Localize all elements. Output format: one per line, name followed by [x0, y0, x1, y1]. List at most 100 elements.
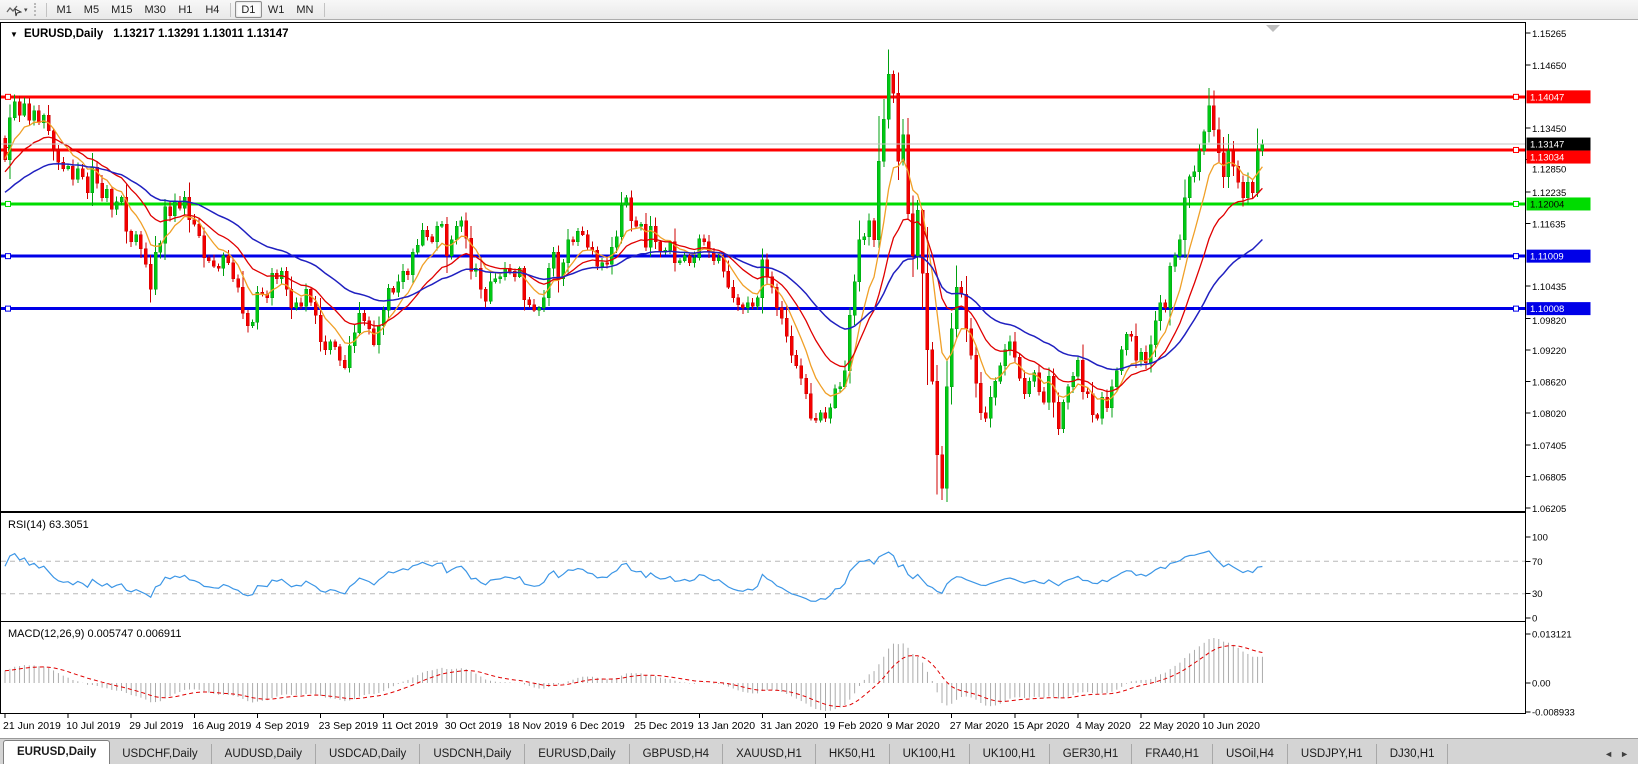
chart-dropdown-icon[interactable]: ▼ — [10, 30, 18, 39]
macd-label: MACD(12,26,9) 0.005747 0.006911 — [8, 628, 181, 640]
svg-text:1.11635: 1.11635 — [1532, 219, 1566, 230]
svg-text:1.13147: 1.13147 — [1530, 140, 1564, 151]
symbol-tab-uk100-h1[interactable]: UK100,H1 — [970, 744, 1050, 764]
svg-text:27 Mar 2020: 27 Mar 2020 — [950, 720, 1009, 732]
candles-layer — [3, 49, 1265, 502]
timeframe-button-m15[interactable]: M15 — [111, 4, 133, 16]
symbol-tab-audusd-daily[interactable]: AUDUSD,Daily — [212, 744, 316, 764]
symbol-tab-usdchf-daily[interactable]: USDCHF,Daily — [109, 744, 212, 764]
svg-text:4 May 2020: 4 May 2020 — [1076, 720, 1131, 732]
timeframe-button-mn[interactable]: MN — [296, 4, 314, 16]
svg-text:13 Jan 2020: 13 Jan 2020 — [697, 720, 755, 732]
timeframe-button-h1[interactable]: H1 — [178, 4, 193, 16]
timeframe-toolbar: ▾ M1 M5 M15 M30 H1 H4 D1 W1 MN — [0, 0, 1638, 20]
chart-tools-icon[interactable] — [4, 2, 24, 18]
timeframe-button-m30[interactable]: M30 — [144, 4, 166, 16]
symbol-tab-usdcnh-daily[interactable]: USDCNH,Daily — [420, 744, 526, 764]
svg-text:30 Oct 2019: 30 Oct 2019 — [445, 720, 502, 732]
svg-text:31 Jan 2020: 31 Jan 2020 — [760, 720, 818, 732]
svg-text:1.13034: 1.13034 — [1530, 153, 1564, 164]
rsi-label: RSI(14) 63.3051 — [8, 519, 89, 531]
symbol-tab-eurusd-daily[interactable]: EURUSD,Daily — [525, 744, 630, 764]
svg-text:0: 0 — [1532, 614, 1537, 625]
svg-text:1.13450: 1.13450 — [1532, 124, 1566, 135]
svg-text:11 Oct 2019: 11 Oct 2019 — [382, 720, 439, 732]
timeframe-button-h4[interactable]: H4 — [205, 4, 220, 16]
svg-text:1.09220: 1.09220 — [1532, 346, 1566, 357]
symbol-tab-eurusd-daily[interactable]: EURUSD,Daily — [3, 740, 111, 764]
svg-text:4 Sep 2019: 4 Sep 2019 — [255, 720, 309, 732]
svg-text:22 May 2020: 22 May 2020 — [1139, 720, 1200, 732]
svg-text:15 Apr 2020: 15 Apr 2020 — [1013, 720, 1070, 732]
svg-text:10 Jul 2019: 10 Jul 2019 — [66, 720, 120, 732]
toolbar-divider — [45, 2, 47, 17]
svg-text:1.06805: 1.06805 — [1532, 473, 1566, 484]
symbol-tabbar: EURUSD,Daily USDCHF,Daily AUDUSD,Daily USDC… — [0, 738, 1638, 764]
symbol-tab-usoil-h4[interactable]: USOil,H4 — [1213, 744, 1288, 764]
chart-title-ohlc: 1.13217 1.13291 1.13011 1.13147 — [113, 28, 288, 40]
macd-layer — [4, 638, 1263, 711]
svg-text:1.06205: 1.06205 — [1532, 504, 1566, 515]
price-tags: 1.14047 1.13147 1.13034 1.12004 1.11009 1.100… — [1526, 90, 1591, 316]
svg-text:0.00: 0.00 — [1532, 679, 1551, 690]
tab-scroll-right-icon[interactable]: ► — [1620, 749, 1629, 759]
svg-text:16 Aug 2019: 16 Aug 2019 — [192, 720, 251, 732]
svg-text:-0.008933: -0.008933 — [1532, 708, 1575, 719]
svg-text:1.11009: 1.11009 — [1530, 252, 1564, 263]
date-axis[interactable]: 21 Jun 2019 10 Jul 2019 29 Jul 2019 16 Aug … — [3, 714, 1260, 732]
symbol-tab-gbpusd-h4[interactable]: GBPUSD,H4 — [630, 744, 724, 764]
svg-text:1.15265: 1.15265 — [1532, 29, 1566, 40]
symbol-tab-dj30-h1[interactable]: DJ30,H1 — [1377, 744, 1449, 764]
svg-text:25 Dec 2019: 25 Dec 2019 — [634, 720, 694, 732]
rsi-layer — [1, 550, 1525, 602]
chart-shift-marker-icon[interactable] — [1266, 25, 1280, 32]
symbol-tabs: EURUSD,Daily USDCHF,Daily AUDUSD,Daily USDC… — [0, 739, 1598, 764]
symbol-tab-ger30-h1[interactable]: GER30,H1 — [1050, 744, 1133, 764]
svg-text:1.10008: 1.10008 — [1530, 304, 1564, 315]
svg-text:1.07405: 1.07405 — [1532, 441, 1566, 452]
svg-text:19 Feb 2020: 19 Feb 2020 — [823, 720, 882, 732]
tab-scroll-arrows: ◄ ► — [1598, 749, 1638, 764]
chart-tools-glyph — [6, 5, 22, 16]
symbol-tab-usdcad-daily[interactable]: USDCAD,Daily — [316, 744, 421, 764]
symbol-tab-fra40-h1[interactable]: FRA40,H1 — [1132, 744, 1213, 764]
timeframe-button-w1[interactable]: W1 — [267, 4, 285, 16]
timeframe-buttons: M1 M5 M15 M30 H1 H4 D1 W1 MN — [42, 0, 329, 19]
svg-text:1.14047: 1.14047 — [1530, 92, 1564, 103]
rsi-pane-frame — [0, 512, 1526, 622]
chart-tools-dropdown-icon[interactable]: ▾ — [24, 6, 28, 14]
symbol-tab-hk50-h1[interactable]: HK50,H1 — [816, 744, 890, 764]
toolbar-divider — [229, 2, 231, 17]
chart-title: ▼ EURUSD,Daily 1.13217 1.13291 1.13011 1.1… — [10, 28, 288, 40]
timeframe-button-m1[interactable]: M1 — [56, 4, 72, 16]
price-axis[interactable]: 1.15265 1.14650 1.13450 1.12850 1.12235 1.116… — [1525, 22, 1575, 719]
svg-text:1.12004: 1.12004 — [1530, 199, 1564, 210]
svg-text:70: 70 — [1532, 557, 1543, 568]
svg-text:23 Sep 2019: 23 Sep 2019 — [319, 720, 379, 732]
macd-pane-frame — [0, 621, 1526, 714]
timeframe-button-m5[interactable]: M5 — [83, 4, 100, 16]
timeframe-button-d1[interactable]: D1 — [234, 1, 262, 18]
svg-text:29 Jul 2019: 29 Jul 2019 — [129, 720, 183, 732]
svg-text:6 Dec 2019: 6 Dec 2019 — [571, 720, 625, 732]
svg-text:10 Jun 2020: 10 Jun 2020 — [1202, 720, 1260, 732]
horizontal-lines-layer[interactable] — [1, 93, 1525, 312]
svg-text:1.12235: 1.12235 — [1532, 188, 1566, 199]
svg-text:21 Jun 2019: 21 Jun 2019 — [3, 720, 61, 732]
toolbar-divider — [323, 2, 325, 17]
svg-text:1.10435: 1.10435 — [1532, 282, 1566, 293]
symbol-tab-uk100-h1[interactable]: UK100,H1 — [890, 744, 970, 764]
svg-text:30: 30 — [1532, 589, 1543, 600]
svg-text:1.14650: 1.14650 — [1532, 61, 1566, 72]
toolbar-grip[interactable] — [33, 3, 36, 16]
symbol-tab-usdjpy-h1[interactable]: USDJPY,H1 — [1288, 744, 1377, 764]
svg-text:1.08620: 1.08620 — [1532, 377, 1566, 388]
tab-scroll-left-icon[interactable]: ◄ — [1604, 749, 1614, 759]
chart-canvas[interactable]: 1.15265 1.14650 1.13450 1.12850 1.12235 1.116… — [0, 20, 1638, 738]
svg-text:0.013121: 0.013121 — [1532, 630, 1572, 641]
chart-title-symbol: EURUSD,Daily — [24, 28, 104, 40]
svg-text:18 Nov 2019: 18 Nov 2019 — [508, 720, 568, 732]
svg-text:9 Mar 2020: 9 Mar 2020 — [887, 720, 940, 732]
symbol-tab-xauusd-h1[interactable]: XAUUSD,H1 — [723, 744, 816, 764]
